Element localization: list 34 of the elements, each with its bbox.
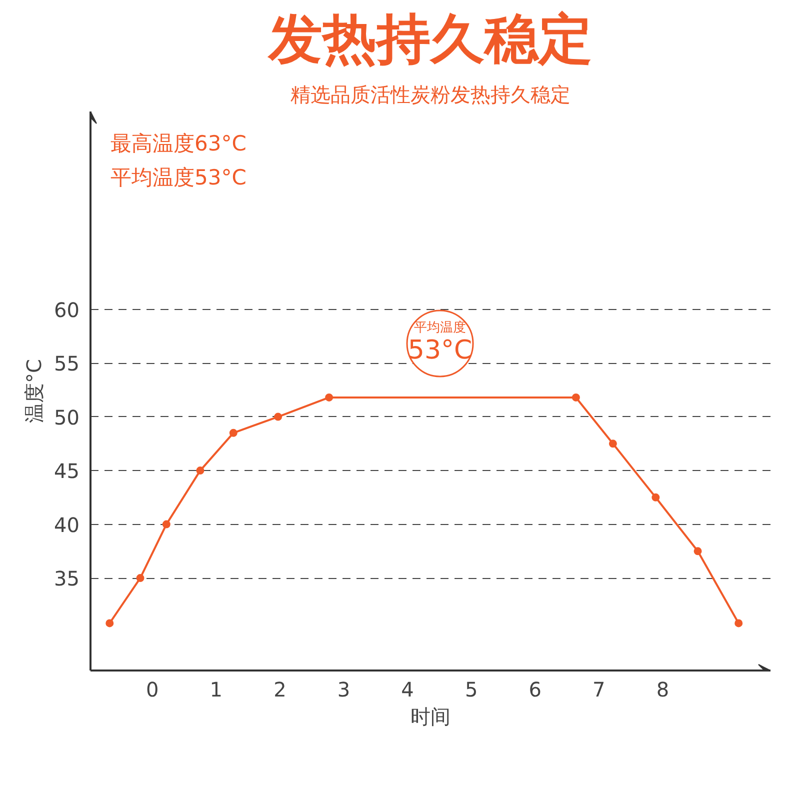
chart-title: 发热持久稳定	[266, 8, 592, 70]
x-tick-label: 7	[592, 678, 606, 702]
chart-subtitle: 精选品质活性炭粉发热持久稳定	[290, 82, 570, 106]
point	[734, 619, 743, 628]
annotation: 平均温度53°C	[110, 166, 246, 190]
point	[196, 466, 204, 475]
y-tick-label: 55	[54, 352, 80, 376]
point	[694, 547, 702, 556]
y-tick-label: 60	[54, 298, 80, 322]
x-tick-label: 8	[656, 678, 670, 702]
x-tick-label: 2	[274, 678, 286, 702]
x-tick-label: 5	[464, 678, 478, 702]
point	[572, 393, 580, 402]
y-tick-label: 35	[54, 566, 80, 591]
y-tick-label: 40	[54, 512, 80, 537]
point	[136, 574, 144, 582]
point	[229, 428, 238, 437]
y-tick-label: 50	[54, 405, 80, 430]
y-axis-title: 温度°C	[22, 359, 46, 423]
point	[608, 440, 617, 448]
point	[274, 412, 282, 421]
annotation: 最高温度63°C	[110, 132, 246, 156]
x-tick-label: 0	[146, 678, 159, 702]
point	[162, 520, 170, 528]
point	[652, 493, 660, 502]
point	[325, 393, 334, 402]
x-tick-label: 1	[210, 678, 223, 702]
point	[106, 619, 114, 628]
x-tick-label: 4	[401, 678, 414, 702]
x-tick-label: 6	[528, 678, 542, 702]
x-tick-label: 3	[337, 678, 350, 702]
y-tick-label: 45	[54, 459, 80, 484]
x-axis-title: 时间	[410, 704, 450, 728]
annotation: 平均温度 53°C	[408, 319, 472, 366]
